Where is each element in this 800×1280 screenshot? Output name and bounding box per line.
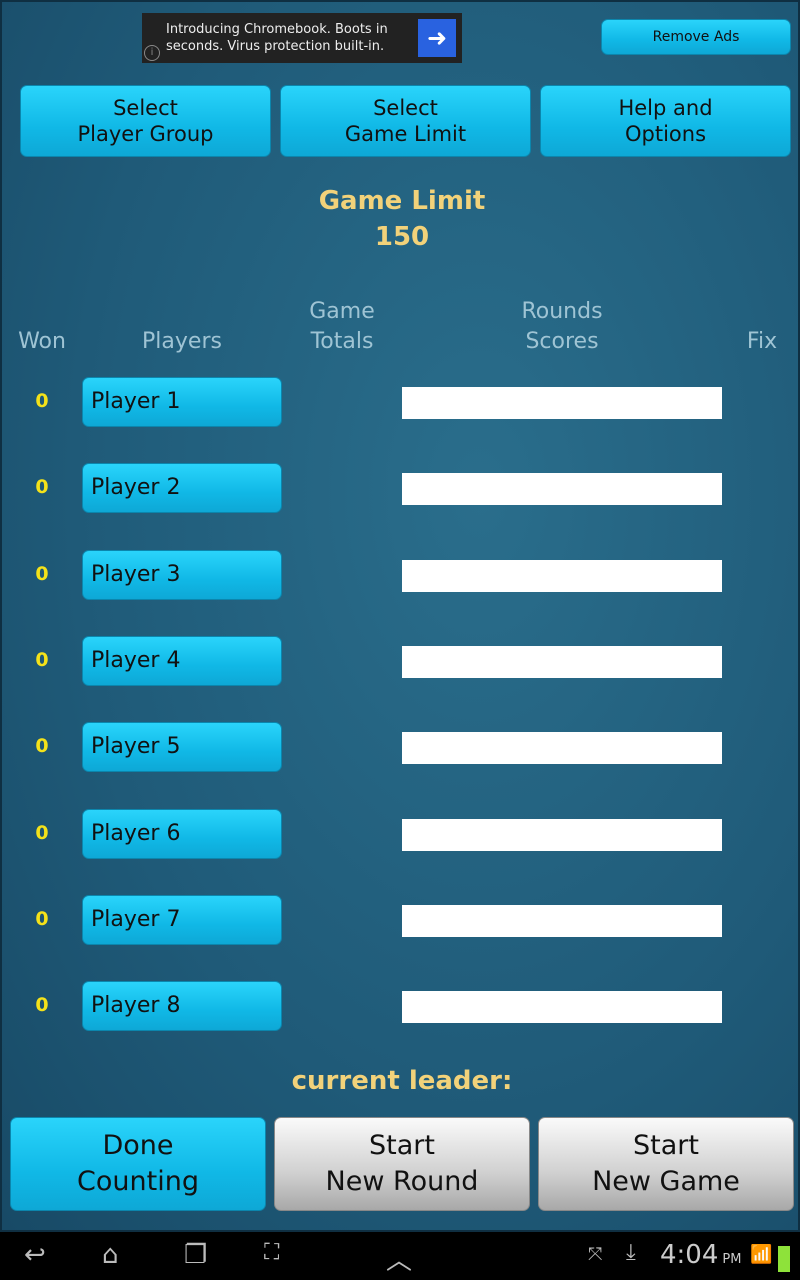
games-won: 0: [35, 476, 49, 499]
button-label: Start: [633, 1130, 699, 1161]
games-won: 0: [35, 390, 49, 412]
button-label: Options: [624, 122, 707, 146]
done-counting-button[interactable]: Done Counting: [10, 1117, 266, 1211]
wifi-icon: 📶: [750, 1244, 773, 1265]
round-score-input[interactable]: [402, 387, 722, 419]
player-name: Player 6: [91, 820, 181, 846]
player-name-button[interactable]: Player 2: [82, 463, 282, 514]
player-name: Player 3: [91, 561, 181, 587]
header-rounds-scores: Rounds Scores: [482, 297, 642, 357]
recent-apps-icon[interactable]: ❐: [184, 1240, 208, 1270]
select-player-group-button[interactable]: Select Player Group: [20, 85, 271, 157]
round-score-input[interactable]: [402, 732, 722, 765]
button-label: New Game: [592, 1166, 740, 1197]
player-name: Player 7: [91, 906, 181, 932]
player-name: Player 8: [91, 993, 181, 1019]
info-icon[interactable]: i: [144, 45, 160, 61]
screenshot-icon[interactable]: ⛶: [264, 1240, 280, 1265]
system-nav-bar: ↩ ⌂ ❐ ⛶ ︿ ⤧ ⤓ 4:04 PM 📶: [0, 1232, 800, 1280]
button-label: New Round: [325, 1166, 479, 1197]
battery-icon: [778, 1246, 790, 1272]
start-new-game-button[interactable]: Start New Game: [538, 1117, 794, 1211]
download-icon: ⤓: [626, 1240, 636, 1265]
round-score-input[interactable]: [402, 991, 722, 1024]
games-won: 0: [35, 648, 49, 671]
header-line: Game: [309, 299, 375, 324]
round-score-input[interactable]: [402, 904, 722, 937]
games-won: 0: [35, 735, 49, 758]
games-won: 0: [35, 562, 49, 585]
ad-text-line1: Introducing Chromebook. Boots in: [166, 22, 388, 37]
player-name: Player 5: [91, 734, 181, 760]
start-new-round-button[interactable]: Start New Round: [274, 1117, 530, 1211]
player-name-button[interactable]: Player 7: [82, 894, 282, 945]
button-label: Select: [113, 96, 178, 120]
header-fix: Fix: [746, 329, 778, 354]
player-name-button[interactable]: Player 1: [82, 377, 282, 427]
round-score-input[interactable]: [402, 473, 722, 506]
player-name-button[interactable]: Player 4: [82, 635, 282, 686]
round-score-input[interactable]: [402, 559, 722, 592]
help-and-options-button[interactable]: Help and Options: [540, 85, 791, 157]
button-label: Select: [373, 96, 438, 120]
chevron-up-icon[interactable]: ︿: [386, 1246, 413, 1276]
ampm: PM: [722, 1252, 742, 1267]
arrow-right-icon[interactable]: ➜: [418, 19, 456, 57]
player-name: Player 2: [91, 475, 181, 501]
game-limit-value: 150: [374, 222, 430, 252]
time: 4:04: [660, 1240, 719, 1270]
remove-ads-label: Remove Ads: [652, 29, 740, 45]
expand-icon: ⤧: [588, 1244, 603, 1265]
player-name-button[interactable]: Player 3: [82, 549, 282, 600]
header-game-totals: Game Totals: [282, 297, 402, 357]
player-name-button[interactable]: Player 5: [82, 722, 282, 773]
player-name-button[interactable]: Player 8: [82, 981, 282, 1032]
games-won: 0: [35, 821, 49, 844]
current-leader-label: current leader:: [291, 1066, 513, 1096]
button-label: Done: [102, 1130, 174, 1161]
game-limit-label: Game Limit: [318, 186, 486, 216]
button-label: Game Limit: [344, 122, 467, 146]
round-score-input[interactable]: [402, 818, 722, 851]
button-label: Player Group: [77, 122, 214, 146]
player-name: Player 4: [91, 647, 181, 673]
header-line: Scores: [525, 329, 599, 354]
header-line: Rounds: [521, 299, 603, 324]
button-label: Help and: [618, 96, 713, 120]
app-screen: Introducing Chromebook. Boots in seconds…: [0, 0, 800, 1232]
header-players: Players: [142, 329, 222, 354]
button-label: Counting: [77, 1166, 199, 1197]
player-name-button[interactable]: Player 6: [82, 808, 282, 859]
player-name: Player 1: [91, 389, 181, 414]
select-game-limit-button[interactable]: Select Game Limit: [280, 85, 531, 157]
header-won: Won: [18, 329, 66, 354]
header-line: Totals: [310, 329, 374, 354]
home-icon[interactable]: ⌂: [102, 1240, 119, 1270]
ad-text-line2: seconds. Virus protection built-in.: [166, 39, 385, 54]
games-won: 0: [35, 907, 49, 930]
games-won: 0: [35, 994, 49, 1017]
ad-banner[interactable]: Introducing Chromebook. Boots in seconds…: [142, 13, 462, 63]
round-score-input[interactable]: [402, 645, 722, 678]
button-label: Start: [369, 1130, 435, 1161]
back-icon[interactable]: ↩: [24, 1240, 46, 1270]
clock: 4:04 PM: [660, 1240, 741, 1270]
remove-ads-button[interactable]: Remove Ads: [601, 19, 791, 55]
